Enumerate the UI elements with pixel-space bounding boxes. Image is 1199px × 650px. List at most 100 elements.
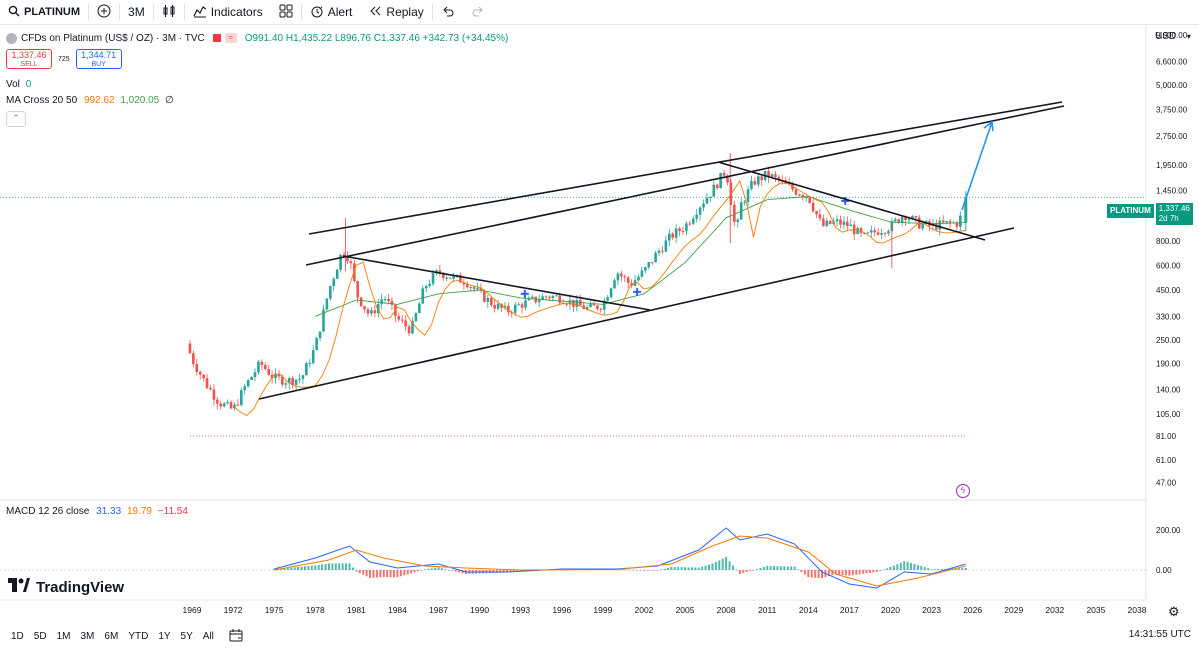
candle-body xyxy=(907,218,911,221)
time-tick-label: 2020 xyxy=(881,605,900,615)
clock[interactable]: 14:31:55 UTC xyxy=(1128,629,1191,640)
macd-histogram-bar xyxy=(920,566,923,570)
last-price-tag: PLATINUM 1,337.46 2d 7h xyxy=(1107,203,1193,225)
sell-button[interactable]: 1,337.46 SELL xyxy=(6,49,52,69)
interval-button[interactable]: 3M xyxy=(120,0,153,24)
replay-button[interactable]: Replay xyxy=(360,0,431,24)
buy-button[interactable]: 1,344.71 BUY xyxy=(75,49,122,69)
candle-body xyxy=(486,297,490,302)
triangle-upper-line-2 xyxy=(717,161,986,241)
candle-body xyxy=(623,276,627,278)
templates-button[interactable] xyxy=(271,0,301,24)
macd-histogram-bar xyxy=(666,567,669,570)
macd-histogram-bar xyxy=(954,568,957,570)
macd-histogram-bar xyxy=(940,568,943,570)
candle-body xyxy=(815,211,818,215)
macd-histogram-bar xyxy=(649,570,652,571)
tradingview-logo[interactable]: TradingView xyxy=(8,578,124,596)
macd-tick-label: 200.00 xyxy=(1156,526,1181,535)
candle-body xyxy=(517,304,520,306)
currency-selector[interactable]: USD ▾ xyxy=(1155,31,1191,42)
collapse-legend-button[interactable]: ⌃ xyxy=(6,111,26,127)
timeframe-all[interactable]: All xyxy=(202,630,214,642)
candle-body xyxy=(661,250,664,252)
ma-lines xyxy=(232,179,966,417)
timeframe-5y[interactable]: 5Y xyxy=(180,630,193,642)
candle-body xyxy=(941,220,945,223)
timeframe-1m[interactable]: 1M xyxy=(56,630,71,642)
macd-histogram-bar xyxy=(660,569,663,571)
candle-body xyxy=(195,364,199,372)
macd-histogram-bar xyxy=(827,570,830,577)
candle-body xyxy=(356,281,360,298)
candle-body xyxy=(736,219,740,222)
timeframe-ytd[interactable]: YTD xyxy=(128,630,149,642)
macd-histogram-bar xyxy=(458,570,461,573)
candle-body xyxy=(921,223,924,229)
candle-body xyxy=(822,218,825,226)
candle-body xyxy=(863,232,866,234)
candle-body xyxy=(216,399,219,404)
macd-histogram-bar xyxy=(310,565,313,570)
time-axis[interactable]: 1969 1972 1975 1978 1981 1984 1987 1990 1993 1996… xyxy=(0,599,1147,615)
macd-histogram-bar xyxy=(762,567,765,570)
compare-button[interactable] xyxy=(89,0,119,24)
timeframe-3m[interactable]: 3M xyxy=(80,630,95,642)
candle-body xyxy=(411,321,414,334)
projection-arrow xyxy=(961,121,993,211)
bottom-toolbar: 1D 5D 1M 3M 6M YTD 1Y 5Y All xyxy=(0,624,1199,648)
candle-body xyxy=(647,262,651,268)
search-icon xyxy=(8,5,20,20)
macd-histogram-bar xyxy=(406,570,409,575)
macd-histogram-bar xyxy=(358,570,361,574)
candle-body xyxy=(695,214,698,219)
redo-button[interactable] xyxy=(463,0,493,24)
candle-body xyxy=(287,378,291,384)
volume-legend[interactable]: Vol 0 xyxy=(6,79,31,90)
timeframe-1y[interactable]: 1Y xyxy=(158,630,171,642)
candles xyxy=(188,152,968,411)
price-tick-label: 61.00 xyxy=(1156,456,1177,465)
timeframe-5d[interactable]: 5D xyxy=(33,630,47,642)
price-tick-label: 3,750.00 xyxy=(1156,105,1188,114)
macd-histogram-bar xyxy=(461,570,464,574)
chart-type-button[interactable] xyxy=(154,0,184,24)
candle-body xyxy=(253,372,257,377)
macd-histogram-bar xyxy=(351,567,354,570)
candle-body xyxy=(698,207,702,215)
timeframe-6m[interactable]: 6M xyxy=(104,630,119,642)
ma-cross-legend[interactable]: MA Cross 20 50 992.62 1,020.05 ∅ xyxy=(6,95,174,106)
calendar-icon[interactable] xyxy=(229,628,243,645)
symbol-search[interactable]: PLATINUM xyxy=(0,0,88,24)
macd-histogram-bar xyxy=(957,568,960,570)
lightning-icon[interactable]: ϟ xyxy=(956,484,970,498)
undo-button[interactable] xyxy=(433,0,463,24)
alert-button[interactable]: Alert xyxy=(302,0,361,24)
macd-histogram-bar xyxy=(725,556,728,570)
candle-body xyxy=(209,388,212,390)
macd-histogram-bar xyxy=(639,570,642,571)
time-tick-label: 2008 xyxy=(717,605,736,615)
timeframe-1d[interactable]: 1D xyxy=(11,630,24,642)
price-tick-label: 330.00 xyxy=(1156,312,1181,321)
price-tag-symbol: PLATINUM xyxy=(1107,204,1154,218)
indicators-button[interactable]: Indicators xyxy=(185,0,271,24)
candle-body xyxy=(524,300,527,308)
gear-icon[interactable]: ⚙ xyxy=(1168,604,1180,619)
macd-histogram-bar xyxy=(670,566,673,570)
flag-icon[interactable] xyxy=(212,34,221,42)
candle-body xyxy=(760,176,764,181)
wave-icon[interactable]: ≈ xyxy=(224,33,237,43)
macd-histogram-bar xyxy=(776,566,779,570)
price-axis[interactable]: 9,000.00 6,600.00 5,000.00 3,750.00 2,750.00… xyxy=(1145,26,1188,600)
macd-histogram-bar xyxy=(372,570,375,578)
macd-legend[interactable]: MACD 12 26 close 31.33 19.79 −11.54 xyxy=(6,506,188,517)
macd-histogram-bar xyxy=(348,563,351,570)
trade-buttons: 1,337.46 SELL 725 1,344.71 BUY xyxy=(6,49,122,69)
macd-histogram-bar xyxy=(779,566,782,570)
candle-body xyxy=(856,228,859,235)
candle-body xyxy=(565,303,568,305)
alert-label: Alert xyxy=(327,5,353,19)
macd-histogram-bar xyxy=(362,570,365,575)
